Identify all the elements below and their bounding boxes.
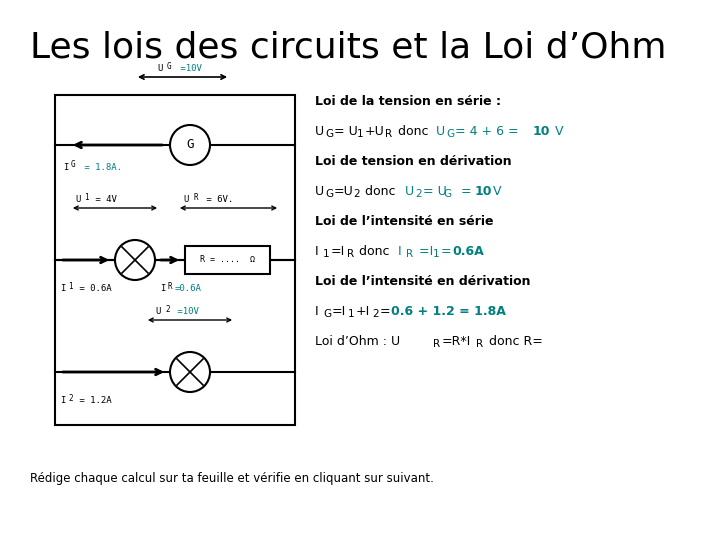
Text: =I: =I [332,305,346,318]
Text: U: U [155,307,161,316]
Text: Loi de l’intensité en série: Loi de l’intensité en série [315,215,493,228]
Text: Rédige chaque calcul sur ta feuille et vérifie en cliquant sur suivant.: Rédige chaque calcul sur ta feuille et v… [30,472,434,485]
Circle shape [115,240,155,280]
Text: =: = [441,245,451,258]
Text: U: U [315,125,324,138]
Text: = 4V: = 4V [90,195,117,204]
Text: I: I [160,284,166,293]
Text: Loi de l’intensité en dérivation: Loi de l’intensité en dérivation [315,275,531,288]
Text: R: R [433,339,440,349]
Text: =: = [453,185,472,198]
Text: 2: 2 [415,189,422,199]
Text: =10V: =10V [175,64,202,73]
Text: G: G [446,129,454,139]
Text: R: R [193,193,197,202]
Text: 2: 2 [165,305,170,314]
Text: donc: donc [361,185,400,198]
Text: I: I [63,163,68,172]
Text: V: V [493,185,502,198]
Text: I: I [315,245,319,258]
Text: G: G [186,138,194,152]
Text: I: I [60,284,66,293]
Text: Loi de tension en dérivation: Loi de tension en dérivation [315,155,512,168]
Text: U: U [315,185,324,198]
Text: Loi de la tension en série :: Loi de la tension en série : [315,95,501,108]
Text: =U: =U [334,185,354,198]
Text: =10V: =10V [172,307,199,316]
Text: = 4 + 6 =: = 4 + 6 = [455,125,518,138]
Text: Loi d’Ohm : U: Loi d’Ohm : U [315,335,400,348]
Text: 2: 2 [353,189,359,199]
Text: = 1.2A: = 1.2A [74,396,112,405]
Text: U: U [436,125,445,138]
Text: Les lois des circuits et la Loi d’Ohm: Les lois des circuits et la Loi d’Ohm [30,30,667,64]
Circle shape [170,352,210,392]
Bar [55,95,295,425]
Text: R: R [476,339,483,349]
Text: 10: 10 [533,125,551,138]
Text: G: G [443,189,451,199]
Text: = 0.6A: = 0.6A [74,284,112,293]
Text: =R*I: =R*I [442,335,472,348]
Text: donc: donc [394,125,433,138]
Bar [185,246,270,274]
Text: G: G [325,189,333,199]
Text: G: G [71,160,76,169]
Circle shape [170,125,210,165]
Text: G: G [325,129,333,139]
Text: U: U [183,195,189,204]
Text: 2: 2 [372,309,379,319]
Text: U: U [405,185,414,198]
Text: 1: 1 [68,282,73,291]
Text: U: U [75,195,81,204]
Text: G: G [167,62,171,71]
Text: G: G [323,309,331,319]
Text: =I: =I [415,245,433,258]
Text: 1: 1 [357,129,364,139]
Text: V: V [551,125,564,138]
Text: 0.6A: 0.6A [452,245,484,258]
Text: R: R [347,249,354,259]
Text: R: R [385,129,392,139]
Text: 1: 1 [348,309,355,319]
Text: 1: 1 [433,249,440,259]
Text: 1: 1 [84,193,89,202]
Text: R: R [168,282,173,291]
Text: +U: +U [365,125,384,138]
Text: U: U [157,64,163,73]
Text: 1: 1 [323,249,330,259]
Text: 2: 2 [68,394,73,403]
Text: = U: = U [334,125,358,138]
Text: =I: =I [331,245,346,258]
Text: = 1.8A.: = 1.8A. [79,163,122,172]
Text: donc R=: donc R= [485,335,543,348]
Text: R = ....  Ω: R = .... Ω [200,255,255,265]
Text: = 6V.: = 6V. [201,195,233,204]
Text: I: I [60,396,66,405]
Text: =0.6A: =0.6A [175,284,202,293]
Text: 10: 10 [475,185,492,198]
Text: donc: donc [355,245,394,258]
Text: =: = [380,305,391,318]
Text: R: R [406,249,413,259]
Text: = U: = U [423,185,446,198]
Text: I: I [315,305,319,318]
Text: +I: +I [356,305,370,318]
Text: 0.6 + 1.2 = 1.8A: 0.6 + 1.2 = 1.8A [391,305,506,318]
Text: I: I [398,245,402,258]
